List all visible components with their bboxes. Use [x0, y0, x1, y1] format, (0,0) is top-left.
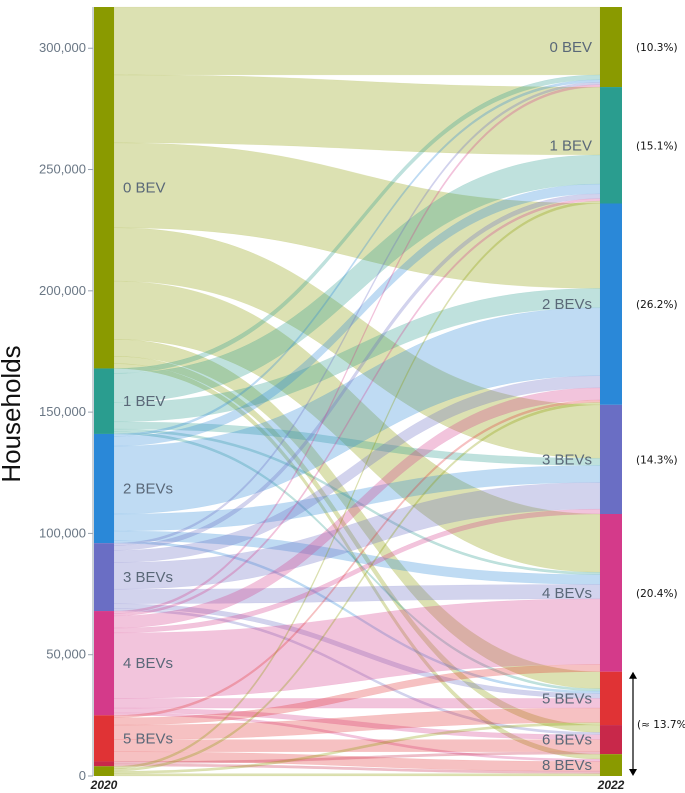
node-left-2-bevs [94, 433, 114, 544]
arrow-up-icon [629, 671, 637, 679]
node-left-6-bevs [94, 761, 114, 767]
node-right-2-bevs [600, 203, 622, 405]
labels-layer: 0 BEV 1 BEV 2 BEVs 3 BEVs 4 BEVs 5 BEVs 0 BEV (… [123, 39, 678, 774]
y-tick-label: 150,000 [39, 404, 86, 419]
label-right-0-bev: 0 BEV [549, 39, 592, 56]
y-tick-label: 250,000 [39, 162, 86, 177]
flow-0-bev-to-0-bev [113, 6, 601, 76]
node-right-0-bev [600, 7, 622, 88]
label-left-0-bev: 0 BEV [123, 180, 166, 197]
pct-right-0-bev: (10.3%) [636, 42, 678, 54]
node-right-1-bev [600, 87, 622, 204]
node-right-3-bevs [600, 404, 622, 515]
node-right-8-bevs [600, 754, 622, 776]
y-tick-label: 100,000 [39, 525, 86, 540]
node-left-0-bev [94, 7, 114, 369]
y-tick-label: 200,000 [39, 283, 86, 298]
node-left-5-bevs [94, 715, 114, 762]
nodes-layer [94, 7, 622, 776]
node-left-1-bev [94, 368, 114, 434]
label-right-8-bevs: 8 BEVs [542, 757, 592, 774]
label-right-6-bevs: 6 BEVs [542, 732, 592, 749]
label-right-5-bevs: 5 BEVs [542, 690, 592, 707]
label-left-4-bevs: 4 BEVs [123, 655, 173, 672]
label-left-1-bev: 1 BEV [123, 393, 166, 410]
node-right-4-bevs [600, 514, 622, 672]
y-axis: 0 50,000 100,000 150,000 200,000 250,000 300,0… [39, 7, 94, 783]
y-axis-label: Households [0, 345, 26, 482]
label-left-3-bevs: 3 BEVs [123, 569, 173, 586]
pct-right-4-bevs: (20.4%) [636, 588, 678, 600]
label-left-5-bevs: 5 BEVs [123, 730, 173, 747]
bracket-annotation: (≈ 13.7%) [629, 671, 685, 776]
flow-8-bevs-to-8-bevs [113, 773, 601, 777]
pct-right-3-bevs: (14.3%) [636, 454, 678, 466]
y-tick-label: 0 [79, 768, 86, 783]
label-right-3-bevs: 3 BEVs [542, 451, 592, 468]
node-right-5-bevs [600, 671, 622, 726]
bracket-label: (≈ 13.7%) [637, 719, 685, 731]
label-right-2-bevs: 2 BEVs [542, 296, 592, 313]
label-left-2-bevs: 2 BEVs [123, 481, 173, 498]
node-left-8-bevs [94, 766, 114, 776]
node-left-4-bevs [94, 611, 114, 716]
flows-layer [113, 6, 601, 777]
label-right-4-bevs: 4 BEVs [542, 585, 592, 602]
y-tick-label: 50,000 [46, 647, 86, 662]
label-right-1-bev: 1 BEV [549, 137, 592, 154]
x-label-2020: 2020 [90, 778, 118, 792]
pct-right-2-bevs: (26.2%) [636, 299, 678, 311]
node-left-3-bevs [94, 543, 114, 612]
x-label-2022: 2022 [597, 778, 625, 792]
node-right-6-bevs [600, 725, 622, 755]
flow-5-bevs-to-6-bevs [113, 739, 601, 752]
arrow-down-icon [629, 769, 637, 776]
y-tick-label: 300,000 [39, 40, 86, 55]
pct-right-1-bev: (15.1%) [636, 140, 678, 152]
